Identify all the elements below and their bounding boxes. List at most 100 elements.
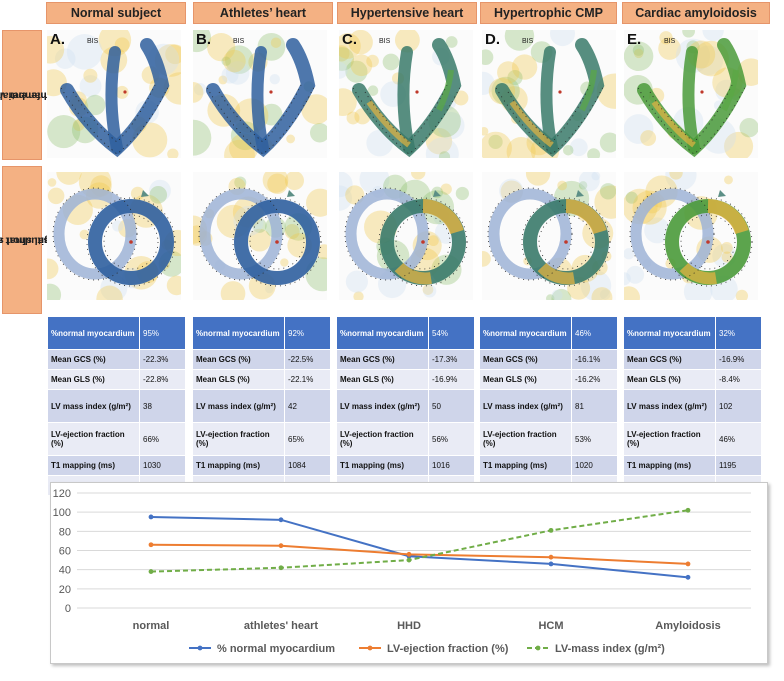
row-label: T1 mapping (ms) xyxy=(48,455,140,476)
table-row: Mean GLS (%) -16.9% xyxy=(337,369,475,390)
row-label: Mean GLS (%) xyxy=(193,369,285,390)
row-value: 1084 xyxy=(284,455,331,476)
row-value: 1016 xyxy=(428,455,475,476)
data-point xyxy=(148,542,154,548)
row-label: T1 mapping (ms) xyxy=(337,455,429,476)
x-tick-label: athletes' heart xyxy=(244,620,318,632)
bis-label: BIS xyxy=(379,38,391,45)
stats-table-normal: %normal myocardium 95% Mean GCS (%) -22.3% M… xyxy=(48,317,186,496)
row-label: Mean GLS (%) xyxy=(624,369,716,390)
table-row: Mean GLS (%) -22.8% xyxy=(48,369,186,390)
data-point xyxy=(548,561,554,567)
row-value: 54% xyxy=(428,317,475,350)
row-label: LV-ejection fraction (%) xyxy=(337,422,429,456)
table-row: LV mass index (g/m²) 38 xyxy=(48,389,186,423)
row-value: 38 xyxy=(139,389,186,423)
table-row: Mean GLS (%) -16.2% xyxy=(480,369,618,390)
y-tick-label: 40 xyxy=(59,565,71,577)
table-row: T1 mapping (ms) 1084 xyxy=(193,455,331,476)
row-value: -17.3% xyxy=(428,349,475,370)
table-row: T1 mapping (ms) 1016 xyxy=(337,455,475,476)
y-tick-label: 20 xyxy=(59,584,71,596)
table-row: T1 mapping (ms) 1195 xyxy=(624,455,762,476)
data-point xyxy=(278,517,284,523)
strain-image-4ch-hcm: BIS D. xyxy=(482,30,616,158)
strain-image-4ch-amyloidosis: BIS E. xyxy=(624,30,758,158)
strain-image-4ch-athletes: BIS B. xyxy=(193,30,327,158)
row-label: LV mass index (g/m²) xyxy=(193,389,285,423)
row-label: %normal myocardium xyxy=(337,317,429,350)
strain-image-4ch-hypertensive: BIS C. xyxy=(339,30,473,158)
row-label: Mean GCS (%) xyxy=(48,349,140,370)
row-label-longitudinal: Longitudinal strainBasal short axis xyxy=(0,166,69,314)
data-point xyxy=(685,574,691,580)
chart-svg: 0 20 40 60 80 100 120 normal athletes' heart HHD H… xyxy=(53,488,751,655)
stats-table-amyloidosis: %normal myocardium 32% Mean GCS (%) -16.9% M… xyxy=(624,317,762,496)
row-label: T1 mapping (ms) xyxy=(193,455,285,476)
data-point xyxy=(278,543,284,549)
row-label: %normal myocardium xyxy=(48,317,140,350)
data-point xyxy=(406,557,412,563)
table-row: %normal myocardium 54% xyxy=(337,317,475,350)
y-tick-label: 60 xyxy=(59,546,71,558)
row-value: 46% xyxy=(715,422,762,456)
x-tick-label: normal xyxy=(133,620,170,632)
row-label: %normal myocardium xyxy=(480,317,572,350)
row-value: 32% xyxy=(715,317,762,350)
stats-table-athletes: %normal myocardium 92% Mean GCS (%) -22.5% M… xyxy=(193,317,331,496)
row-label: Mean GLS (%) xyxy=(48,369,140,390)
row-label-circumferential: Circumferential strain4-chamber view xyxy=(0,30,76,160)
row-value: -16.9% xyxy=(428,369,475,390)
column-header-hcm: Hypertrophic CMP xyxy=(480,2,617,24)
stats-table-hcm: %normal myocardium 46% Mean GCS (%) -16.1% M… xyxy=(480,317,618,496)
row-value: 102 xyxy=(715,389,762,423)
y-tick-label: 100 xyxy=(53,507,71,519)
data-point xyxy=(148,514,154,520)
column-header-athletes: Athletes’ heart xyxy=(193,2,333,24)
table-row: Mean GLS (%) -8.4% xyxy=(624,369,762,390)
row-label: Mean GCS (%) xyxy=(337,349,429,370)
table-row: Mean GCS (%) -16.1% xyxy=(480,349,618,370)
legend-label: LV-mass index (g/m²) xyxy=(555,643,665,655)
table-row: Mean GLS (%) -22.1% xyxy=(193,369,331,390)
table-row: Mean GCS (%) -17.3% xyxy=(337,349,475,370)
row-value: 1030 xyxy=(139,455,186,476)
row-value: 1020 xyxy=(571,455,618,476)
row-label: LV mass index (g/m²) xyxy=(624,389,716,423)
row-label: Mean GCS (%) xyxy=(193,349,285,370)
table-row: %normal myocardium 32% xyxy=(624,317,762,350)
x-tick-label: HCM xyxy=(538,620,563,632)
table-row: Mean GCS (%) -16.9% xyxy=(624,349,762,370)
strain-image-sax-amyloidosis xyxy=(624,172,758,300)
row-value: -16.9% xyxy=(715,349,762,370)
x-tick-label: HHD xyxy=(397,620,421,632)
table-row: LV-ejection fraction (%) 56% xyxy=(337,422,475,456)
bis-label: BIS xyxy=(664,38,676,45)
row-label: LV mass index (g/m²) xyxy=(337,389,429,423)
column-header-hypertensive: Hypertensive heart xyxy=(337,2,477,24)
row-label: %normal myocardium xyxy=(193,317,285,350)
table-row: LV-ejection fraction (%) 53% xyxy=(480,422,618,456)
row-label: T1 mapping (ms) xyxy=(480,455,572,476)
legend-marker xyxy=(535,645,541,651)
row-value: 50 xyxy=(428,389,475,423)
row-value: 46% xyxy=(571,317,618,350)
bis-label: BIS xyxy=(87,38,99,45)
table-row: T1 mapping (ms) 1030 xyxy=(48,455,186,476)
legend-label: % normal myocardium xyxy=(217,643,335,655)
y-tick-label: 80 xyxy=(59,526,71,538)
bis-label: BIS xyxy=(233,38,245,45)
row-value: 53% xyxy=(571,422,618,456)
row-label: LV-ejection fraction (%) xyxy=(193,422,285,456)
row-value: 1195 xyxy=(715,455,762,476)
strain-image-sax-athletes xyxy=(193,172,327,300)
row-value: 42 xyxy=(284,389,331,423)
strain-image-sax-hypertensive xyxy=(339,172,473,300)
panel-letter-hcm: D. xyxy=(485,31,500,48)
row-label: Mean GLS (%) xyxy=(480,369,572,390)
legend-label: LV-ejection fraction (%) xyxy=(387,643,509,655)
table-row: LV mass index (g/m²) 42 xyxy=(193,389,331,423)
row-label: LV-ejection fraction (%) xyxy=(480,422,572,456)
row-value: -22.5% xyxy=(284,349,331,370)
table-row: %normal myocardium 92% xyxy=(193,317,331,350)
